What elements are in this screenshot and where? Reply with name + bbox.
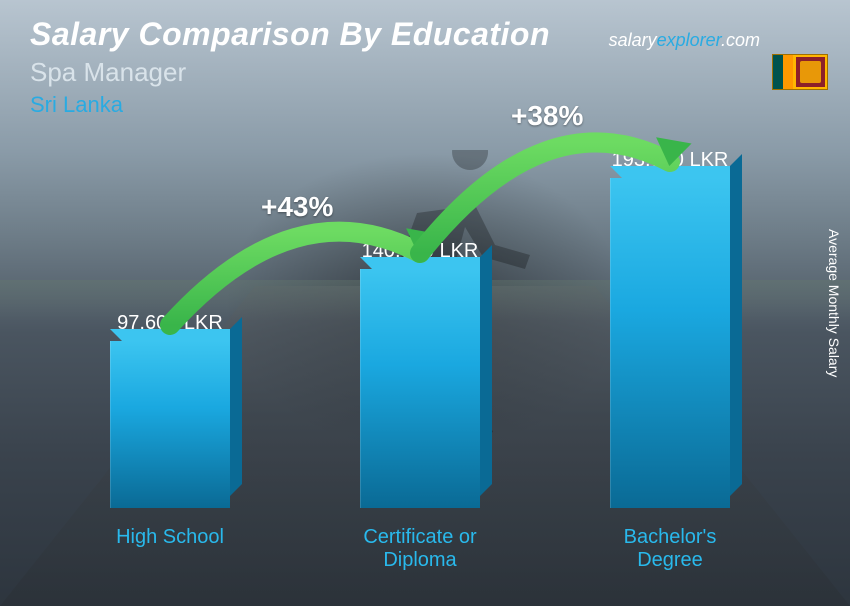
flag-stripe-green bbox=[773, 55, 783, 89]
bar-group: 193,000 LKR Bachelor'sDegree bbox=[570, 149, 770, 586]
bar-front-face bbox=[110, 341, 230, 508]
y-axis-label: Average Monthly Salary bbox=[824, 0, 844, 606]
bar-group: 140,000 LKR Certificate orDiploma bbox=[320, 240, 520, 586]
bar-label: Certificate orDiploma bbox=[320, 526, 520, 586]
bar-side-face bbox=[480, 245, 492, 496]
job-title: Spa Manager bbox=[30, 57, 550, 88]
flag-panel bbox=[793, 55, 827, 89]
watermark-part3: .com bbox=[721, 30, 760, 50]
bar bbox=[360, 269, 480, 508]
increase-percent: +43% bbox=[261, 191, 333, 223]
bar-front-face bbox=[610, 178, 730, 508]
bar-front-face bbox=[360, 269, 480, 508]
bar-top-face bbox=[110, 329, 242, 341]
bar-label: Bachelor'sDegree bbox=[570, 526, 770, 586]
bar-top-face bbox=[360, 257, 492, 269]
increase-percent: +38% bbox=[511, 100, 583, 132]
bar-group: 97,600 LKR High School bbox=[70, 312, 270, 586]
bar bbox=[110, 341, 230, 508]
bar-chart: 97,600 LKR High School 140,000 LKR Certi… bbox=[70, 116, 790, 586]
watermark-part1: salary bbox=[609, 30, 657, 50]
header-block: Salary Comparison By Education Spa Manag… bbox=[30, 16, 550, 118]
watermark-part2: explorer bbox=[657, 30, 721, 50]
country-name: Sri Lanka bbox=[30, 92, 550, 118]
flag-stripe-orange bbox=[783, 55, 793, 89]
country-flag bbox=[772, 54, 828, 90]
chart-title: Salary Comparison By Education bbox=[30, 16, 550, 53]
bar-top-face bbox=[610, 166, 742, 178]
flag-lion bbox=[800, 61, 821, 83]
bar-label: High School bbox=[70, 526, 270, 586]
bar-side-face bbox=[730, 154, 742, 496]
bar-side-face bbox=[230, 317, 242, 496]
watermark: salaryexplorer.com bbox=[609, 30, 760, 51]
bar bbox=[610, 178, 730, 508]
